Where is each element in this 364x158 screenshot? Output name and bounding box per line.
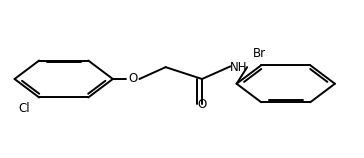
Text: Cl: Cl	[19, 102, 30, 115]
Text: Br: Br	[253, 47, 266, 60]
Text: O: O	[128, 73, 138, 85]
Text: NH: NH	[230, 61, 247, 74]
Text: O: O	[197, 98, 207, 111]
